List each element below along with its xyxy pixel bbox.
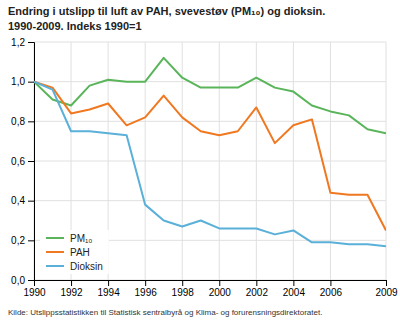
x-axis-tick-mark xyxy=(108,280,109,286)
y-axis: 0,0 0,2 0,4 0,6 0,8 1,0 1,2 xyxy=(11,37,34,286)
y-axis-tick-label: 0,4 xyxy=(11,195,25,206)
x-axis-tick-mark xyxy=(330,280,331,286)
x-axis-tick-mark xyxy=(386,280,387,286)
legend-label: PAH xyxy=(70,247,90,258)
legend-entry: PAH xyxy=(46,247,90,258)
x-axis-tick-label: 1994 xyxy=(97,287,120,298)
x-axis-tick-label: 1996 xyxy=(135,287,158,298)
x-axis-tick-label: 2006 xyxy=(320,287,343,298)
grid-line-x xyxy=(145,42,146,280)
y-axis-tick-label: 0,2 xyxy=(11,235,25,246)
y-axis-tick-mark xyxy=(28,121,34,122)
legend-entry: Dioksin xyxy=(46,261,103,272)
legend-label: Dioksin xyxy=(70,261,103,272)
y-axis-tick-mark xyxy=(28,240,34,241)
y-axis-tick: 1,0 xyxy=(11,76,34,87)
x-axis-tick: 1992 xyxy=(60,280,83,298)
x-axis-tick-mark xyxy=(145,280,146,286)
legend-swatch xyxy=(46,251,64,253)
series-line xyxy=(34,58,386,133)
x-axis-tick-mark xyxy=(182,280,183,286)
subtitle: 1990-2009. Indeks 1990=1 xyxy=(8,20,142,32)
grid-line-y xyxy=(34,81,386,82)
grid-line-y xyxy=(34,200,386,201)
legend-entry: PM₁₀ xyxy=(46,233,93,244)
grid-line-y xyxy=(34,121,386,122)
x-axis-tick-label: 2004 xyxy=(283,287,306,298)
x-axis-tick: 1990 xyxy=(23,280,46,298)
x-axis-tick: 2000 xyxy=(209,280,232,298)
y-axis-tick: 0,8 xyxy=(11,116,34,127)
y-axis-tick-mark xyxy=(28,201,34,202)
x-axis-tick-mark xyxy=(293,280,294,286)
y-axis-tick-label: 0,6 xyxy=(11,156,25,167)
legend-label: PM₁₀ xyxy=(70,233,93,244)
y-axis-tick: 1,2 xyxy=(11,37,34,48)
x-axis-tick: 2002 xyxy=(246,280,269,298)
x-axis-tick: 2004 xyxy=(283,280,306,298)
x-axis-tick-label: 2002 xyxy=(246,287,269,298)
y-axis-domain xyxy=(28,43,35,281)
x-axis-tick: 1994 xyxy=(97,280,120,298)
y-axis-tick: 0,0 xyxy=(11,275,34,286)
x-axis-tick-label: 2009 xyxy=(375,287,398,298)
y-axis-tick-label: 1,2 xyxy=(11,37,25,48)
y-axis-tick-mark xyxy=(28,42,34,43)
y-axis-tick-mark xyxy=(28,280,34,281)
x-axis: 1990 1992 1994 1996 1998 2000 2002 2004 2006 2009 xyxy=(23,280,398,298)
x-axis-tick: 2009 xyxy=(375,280,398,298)
lines xyxy=(34,58,386,246)
x-axis-tick-mark xyxy=(71,280,72,286)
chart: Endring i utslipp til luft av PAH, sveve… xyxy=(0,0,400,320)
y-axis-tick-label: 1,0 xyxy=(11,76,25,87)
x-axis-tick-label: 2000 xyxy=(209,287,232,298)
grid-line-y xyxy=(34,42,386,43)
grid-line-y xyxy=(34,161,386,162)
y-axis-tick-mark xyxy=(28,82,34,83)
y-axis-tick: 0,4 xyxy=(11,195,34,206)
source: Kilde: Utslippsstatistikken til Statisti… xyxy=(8,308,322,317)
series-line xyxy=(34,82,386,231)
legend-swatch xyxy=(46,265,64,267)
legend: PM₁₀ PAH Dioksin xyxy=(40,230,109,274)
title: Endring i utslipp til luft av PAH, sveve… xyxy=(8,5,325,17)
grid-line-x xyxy=(293,42,294,280)
x-axis-domain xyxy=(35,281,387,287)
x-axis-tick: 1996 xyxy=(135,280,158,298)
y-axis-tick-label: 0,0 xyxy=(11,275,25,286)
x-axis-tick: 2006 xyxy=(320,280,343,298)
x-axis-tick-label: 1992 xyxy=(60,287,83,298)
grid-line-x xyxy=(330,42,331,280)
grid-line-x xyxy=(219,42,220,280)
y-axis-tick-label: 0,8 xyxy=(11,116,25,127)
y-axis-tick: 0,6 xyxy=(11,156,34,167)
legend-swatch xyxy=(46,237,64,239)
x-axis-tick-mark xyxy=(219,280,220,286)
y-axis-tick-mark xyxy=(28,161,34,162)
series-line xyxy=(34,82,386,247)
grid-line-x xyxy=(386,42,387,280)
legend-background xyxy=(40,230,109,274)
x-axis-tick-mark xyxy=(256,280,257,286)
x-axis-tick-label: 1990 xyxy=(23,287,46,298)
grid xyxy=(34,42,386,280)
plot: 1990 1992 1994 1996 1998 2000 2002 2004 2006 2009… xyxy=(11,37,398,298)
x-axis-tick-label: 1998 xyxy=(172,287,195,298)
y-axis-tick: 0,2 xyxy=(11,235,34,246)
x-axis-tick: 1998 xyxy=(172,280,195,298)
